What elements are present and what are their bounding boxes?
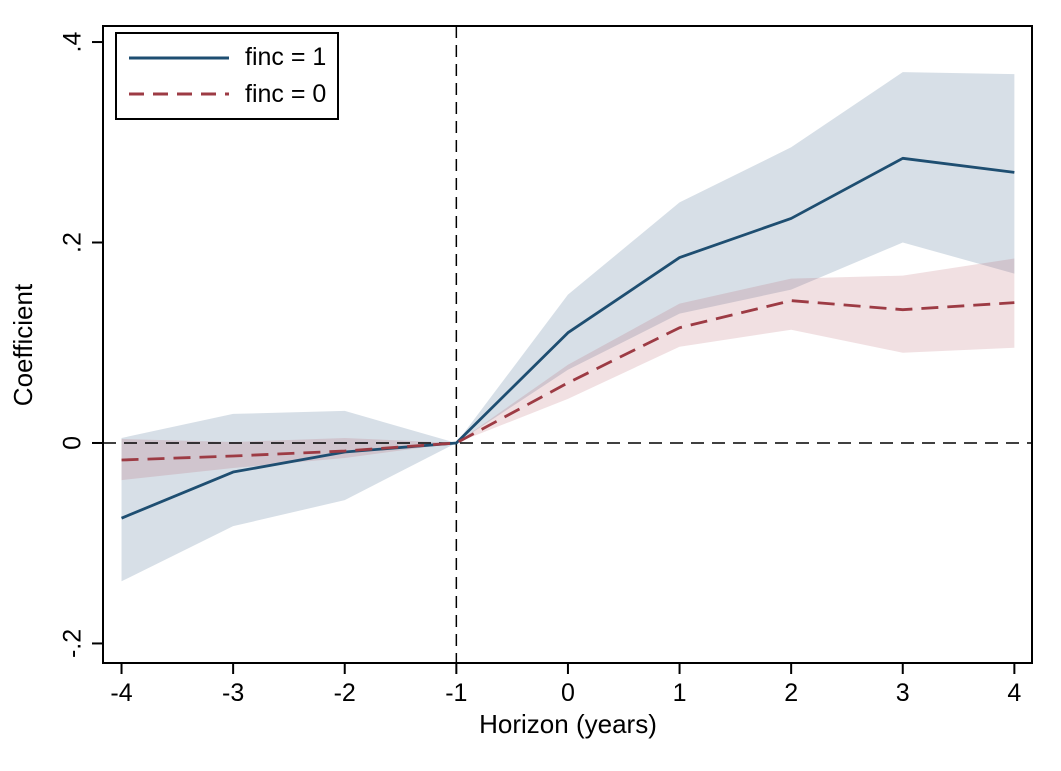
series-lines xyxy=(120,156,1015,520)
series-line-0 xyxy=(120,156,1015,520)
x-axis-title: Horizon (years) xyxy=(479,709,657,739)
ci-band-1 xyxy=(121,258,1015,481)
x-tick-label: -1 xyxy=(445,679,467,707)
x-tick-label: 4 xyxy=(1007,679,1021,707)
y-tick-label: .2 xyxy=(59,232,87,253)
x-tick-label: -3 xyxy=(222,679,244,707)
legend-row-finc0: finc = 0 xyxy=(129,79,337,108)
y-tick-label: .4 xyxy=(59,32,87,53)
reference-lines xyxy=(103,26,1032,663)
y-axis-title: Coefficient xyxy=(8,283,38,406)
y-tick-label: -.2 xyxy=(59,629,87,658)
legend-line-solid-icon xyxy=(129,56,229,60)
axis-ticks: -4 -3 -2 -1 0 1 2 3 4 .4 .2 0 -.2 xyxy=(59,32,1022,707)
legend: finc = 1 finc = 0 xyxy=(115,32,339,120)
x-tick-label: 3 xyxy=(896,679,910,707)
x-tick-label: -4 xyxy=(110,679,132,707)
legend-line-dashed-icon xyxy=(129,92,229,96)
x-tick-label: 1 xyxy=(673,679,687,707)
x-tick-label: -2 xyxy=(334,679,356,707)
x-tick-label: 0 xyxy=(561,679,575,707)
x-tick-label: 2 xyxy=(784,679,798,707)
legend-label-finc0: finc = 0 xyxy=(245,79,327,108)
legend-row-finc1: finc = 1 xyxy=(129,45,337,70)
y-tick-label: 0 xyxy=(59,436,87,450)
legend-label-finc1: finc = 1 xyxy=(245,43,327,72)
ci-band-0 xyxy=(121,72,1015,582)
confidence-bands xyxy=(121,72,1015,582)
